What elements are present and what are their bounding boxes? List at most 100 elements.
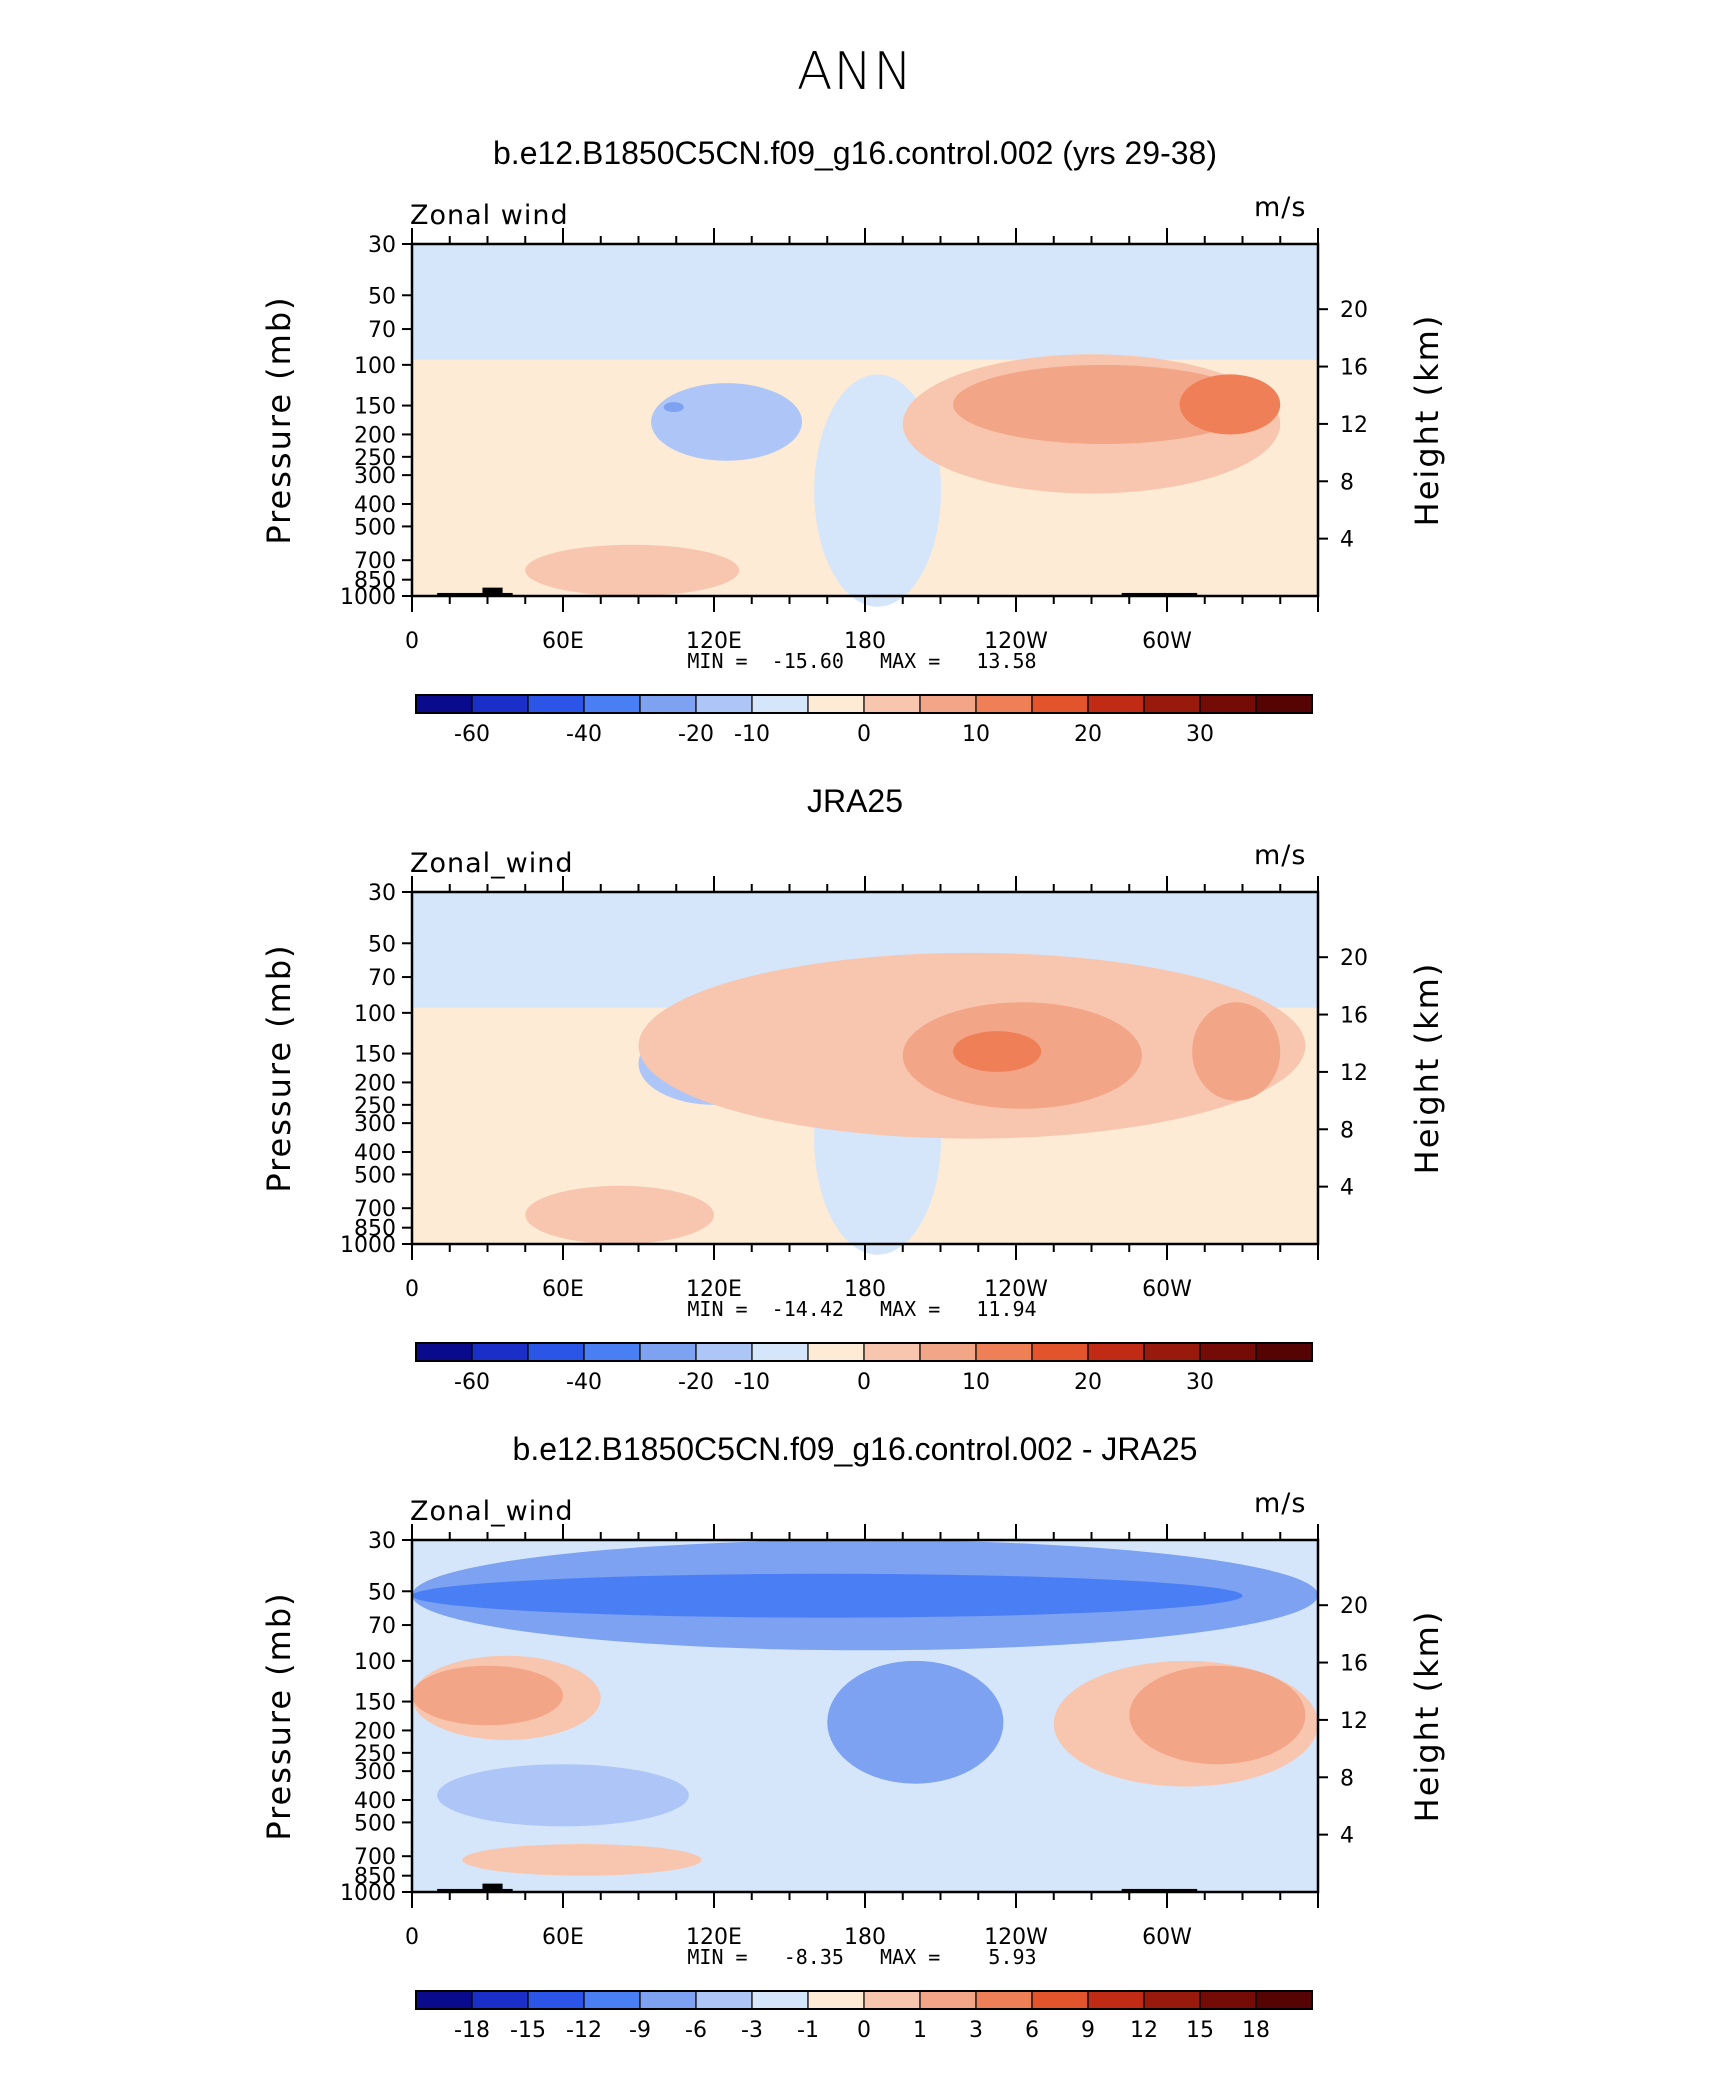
x-tick-label: 120E: [686, 629, 742, 654]
y-tick-label: 100: [354, 1002, 396, 1027]
colorbar-label: 0: [857, 1370, 871, 1395]
y2-tick-label: 12: [1340, 413, 1368, 438]
y-tick-label: 400: [354, 1789, 396, 1814]
colorbar-label: -40: [566, 1370, 602, 1395]
x-tick-label: 60E: [542, 1277, 584, 1302]
y-tick-label: 700: [354, 1845, 396, 1870]
y2-axis-label: Height (km): [1408, 962, 1446, 1175]
topography-block-2: [482, 1883, 503, 1892]
contour-region-5: [1179, 374, 1281, 435]
x-tick-label: 120E: [686, 1277, 742, 1302]
colorbar-swatch: [527, 694, 585, 714]
x-tick-label: 120E: [686, 1925, 742, 1950]
y-tick-label: 30: [368, 881, 396, 906]
colorbar-frame: [415, 1342, 1313, 1362]
colorbar-label: 20: [1074, 1370, 1102, 1395]
units-label: m/s: [1254, 192, 1307, 223]
x-tick-label: 0: [405, 629, 419, 654]
colorbar-swatch: [1087, 1990, 1145, 2010]
x-tick-label: 180: [844, 1277, 886, 1302]
y-tick-label: 850: [354, 1217, 396, 1242]
y-tick-label: 400: [354, 1141, 396, 1166]
contour-region-4: [412, 1665, 563, 1726]
y-axis-label: Pressure (mb): [260, 295, 298, 544]
x-tick-label: 60E: [542, 629, 584, 654]
x-tick-label: 120W: [984, 1925, 1048, 1950]
colorbar-swatch: [639, 1990, 697, 2010]
stats-text: MIN = -14.42 MAX = 11.94: [687, 1297, 1036, 1321]
y-tick-label: 150: [354, 1691, 396, 1716]
colorbar-frame: [415, 1990, 1313, 2010]
colorbar-label: 18: [1242, 2018, 1270, 2043]
y-tick-label: 200: [354, 1719, 396, 1744]
colorbar-swatch: [1255, 1342, 1313, 1362]
colorbar-label: 10: [962, 1370, 990, 1395]
contour-region-7: [1129, 1665, 1306, 1765]
y-tick-label: 100: [354, 1650, 396, 1675]
colorbar-swatch: [583, 1990, 641, 2010]
x-tick-label: 60E: [542, 1925, 584, 1950]
colorbar-label: -10: [734, 722, 770, 747]
y-tick-label: 850: [354, 569, 396, 594]
y2-tick-label: 12: [1340, 1061, 1368, 1086]
y2-tick-label: 12: [1340, 1709, 1368, 1734]
colorbar-swatch: [1199, 1342, 1257, 1362]
y2-tick-label: 4: [1340, 1176, 1354, 1201]
variable-label: Zonal_wind: [410, 848, 574, 879]
y-tick-label: 70: [368, 1614, 396, 1639]
colorbar-label: -60: [454, 1370, 490, 1395]
y-tick-label: 300: [354, 464, 396, 489]
colorbar-swatch: [527, 1342, 585, 1362]
colorbar: -60 -40 -20 -10 0 10 20 30: [415, 1342, 1313, 1395]
colorbar-label: 20: [1074, 722, 1102, 747]
y-tick-label: 300: [354, 1760, 396, 1785]
y2-tick-label: 20: [1340, 946, 1368, 971]
y-tick-label: 250: [354, 446, 396, 471]
units-label: m/s: [1254, 1488, 1307, 1519]
y-tick-label: 70: [368, 318, 396, 343]
colorbar-swatch: [863, 1990, 921, 2010]
colorbar-swatch: [695, 694, 753, 714]
y-tick-label: 200: [354, 423, 396, 448]
colorbar-swatch: [1199, 1990, 1257, 2010]
colorbar-swatch: [471, 694, 529, 714]
y-tick-label: 700: [354, 1197, 396, 1222]
colorbar-label: 12: [1130, 2018, 1158, 2043]
colorbar-swatch: [639, 1342, 697, 1362]
colorbar-swatch: [1143, 1990, 1201, 2010]
y-tick-label: 250: [354, 1742, 396, 1767]
topography-block-1: [437, 1888, 513, 1892]
contour-region-1: [651, 383, 803, 461]
colorbar-label: 30: [1186, 722, 1214, 747]
colorbar-swatch: [415, 1990, 473, 2010]
y-tick-label: 700: [354, 549, 396, 574]
colorbar-label: 3: [969, 2018, 983, 2043]
colorbar-swatch: [807, 694, 865, 714]
colorbar: -18 -15 -12 -9 -6 -3 -1 0 1 3 6 9 12 15 18: [415, 1990, 1313, 2043]
colorbar-label: -1: [797, 2018, 819, 2043]
y2-axis-label: Height (km): [1408, 1610, 1446, 1823]
contour-region-6: [525, 1185, 714, 1244]
topography-block-3: [1121, 592, 1198, 596]
y-tick-label: 70: [368, 966, 396, 991]
y-tick-label: 50: [368, 284, 396, 309]
variable-label: Zonal_wind: [410, 1496, 574, 1527]
y-tick-label: 150: [354, 395, 396, 420]
colorbar-label: 6: [1025, 2018, 1039, 2043]
y-tick-label: 50: [368, 932, 396, 957]
x-tick-label: 120W: [984, 629, 1048, 654]
colorbar: -60 -40 -20 -10 0 10 20 30: [415, 694, 1313, 747]
colorbar-swatch: [1031, 1990, 1089, 2010]
colorbar-swatch: [1255, 694, 1313, 714]
contour-region-5: [1192, 1002, 1281, 1101]
colorbar-swatch: [471, 1990, 529, 2010]
panel-title: JRA25: [806, 783, 904, 819]
colorbar-swatch: [471, 1342, 529, 1362]
colorbar-label: -20: [678, 1370, 714, 1395]
contour-region-6: [525, 544, 740, 596]
colorbar-label: -20: [678, 722, 714, 747]
colorbar-label: -18: [454, 2018, 490, 2043]
page-title: ANN: [796, 42, 914, 102]
y-tick-label: 400: [354, 493, 396, 518]
